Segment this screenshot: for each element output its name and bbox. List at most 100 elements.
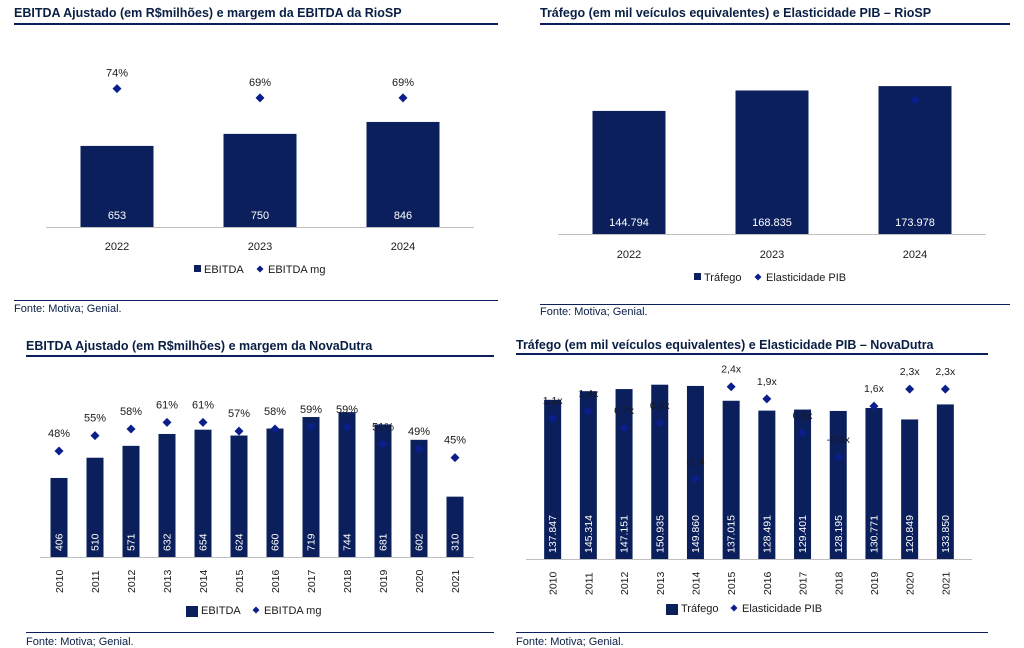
bar-value-label: 149.860 — [690, 515, 702, 553]
source-rule — [14, 300, 498, 301]
marker-diamond — [583, 406, 593, 416]
marker-diamond — [655, 418, 665, 428]
bar-value-label: 144.794 — [609, 217, 649, 229]
x-tick-label: 2011 — [583, 572, 595, 595]
legend-label: EBITDA mg — [268, 264, 325, 276]
bar-value-label: 128.195 — [833, 515, 845, 553]
marker-diamond — [414, 444, 424, 454]
marker-diamond — [833, 452, 843, 462]
x-tick-label: 2024 — [391, 241, 415, 253]
bar-value-label: 510 — [90, 533, 102, 551]
chart-title-nd-ebitda: EBITDA Ajustado (em R$milhões) e margem … — [26, 339, 373, 353]
x-tick-label: 2020 — [414, 569, 426, 593]
bar-value-label: 150.935 — [654, 515, 666, 553]
chart-title-nd-trafego: Tráfego (em mil veículos equivalentes) e… — [516, 338, 934, 352]
bar-value-label: 120.849 — [904, 515, 916, 553]
bar — [302, 417, 320, 557]
marker-value-label: 59% — [336, 404, 358, 416]
legend-swatch-marker — [730, 604, 738, 612]
marker-value-label: 0,7x — [614, 405, 635, 417]
legend-swatch-bar — [694, 273, 701, 280]
x-tick-label: 2024 — [903, 249, 927, 261]
legend-label: Tráfego — [681, 603, 719, 615]
panel-nd-ebitda: EBITDA Ajustado (em R$milhões) e margem … — [26, 339, 494, 648]
bar — [722, 400, 740, 559]
title-rule — [14, 23, 498, 25]
bar-value-label: 602 — [414, 533, 426, 551]
panel-rio-ebitda: EBITDA Ajustado (em R$milhões) e margem … — [14, 6, 498, 316]
marker-diamond — [255, 93, 265, 103]
marker-value-label: 57% — [228, 408, 250, 420]
bar — [50, 477, 68, 557]
marker-diamond — [398, 93, 408, 103]
bar-value-label: 681 — [378, 533, 390, 551]
marker-value-label: 1,4x — [578, 388, 599, 400]
source-note: Fonte: Motiva; Genial. — [14, 303, 122, 315]
marker-value-label: 49% — [408, 426, 430, 438]
marker-value-label: 69% — [392, 77, 414, 89]
x-tick-label: 2023 — [760, 249, 784, 261]
marker-diamond — [905, 384, 915, 394]
marker-diamond — [112, 84, 122, 94]
x-tick-label: 2018 — [342, 569, 354, 593]
marker-diamond — [548, 413, 558, 423]
source-note: Fonte: Motiva; Genial. — [516, 636, 624, 648]
bar — [446, 496, 464, 557]
bar-value-label: 133.850 — [940, 515, 952, 553]
marker-value-label: 58% — [120, 406, 142, 418]
legend-label: Elasticidade PIB — [766, 272, 846, 284]
legend-swatch-bar — [186, 606, 198, 617]
chart-title-rio-ebitda: EBITDA Ajustado (em R$milhões) e margem … — [14, 6, 402, 20]
source-note: Fonte: Motiva; Genial. — [540, 306, 648, 318]
bar-value-label: 128.491 — [761, 515, 773, 553]
source-rule — [26, 632, 494, 633]
marker-diamond — [342, 422, 352, 432]
x-tick-label: 2010 — [548, 571, 560, 595]
marker-diamond — [798, 428, 808, 438]
bar-value-label: 310 — [450, 533, 462, 551]
legend-swatch-marker — [754, 273, 762, 281]
bar-value-label: 654 — [198, 533, 210, 551]
bar-value-label: 173.978 — [895, 217, 935, 229]
bar-value-label: 129.401 — [797, 515, 809, 553]
bar — [579, 391, 597, 559]
legend-label: EBITDA mg — [264, 605, 321, 617]
bar-value-label: 846 — [394, 210, 412, 222]
marker-value-label: 61% — [192, 399, 214, 411]
marker-diamond — [54, 446, 64, 456]
x-tick-label: 2022 — [617, 249, 641, 261]
marker-value-label: 0,9x — [905, 75, 926, 87]
bar-value-label: 719 — [306, 533, 318, 551]
marker-value-label: 74% — [106, 68, 128, 80]
x-tick-label: 2011 — [90, 570, 102, 593]
legend-label: Elasticidade PIB — [742, 603, 822, 615]
marker-diamond — [378, 439, 388, 449]
x-tick-label: 2019 — [869, 571, 881, 595]
legend-label: Tráfego — [704, 272, 742, 284]
marker-value-label: 45% — [444, 435, 466, 447]
legend-label: EBITDA — [201, 605, 241, 617]
bar — [936, 404, 954, 559]
bar-value-label: 137.015 — [726, 515, 738, 553]
bar-value-label: 406 — [54, 533, 66, 551]
legend-swatch-marker — [252, 606, 260, 614]
bar — [735, 90, 809, 234]
marker-value-label: -1,4 — [686, 456, 704, 468]
chart-nd-ebitda: 406 2010 48% 510 2011 55% 571 2012 58% 632 2013 61%… — [40, 399, 474, 617]
x-tick-label: 2021 — [940, 571, 952, 595]
panel-rio-trafego: Tráfego (em mil veículos equivalentes) e… — [540, 6, 1010, 318]
marker-diamond — [162, 417, 172, 427]
marker-value-label: 2,3x — [935, 366, 956, 378]
x-tick-label: 2015 — [234, 569, 246, 593]
bar — [758, 410, 776, 559]
bar-value-label: 660 — [270, 533, 282, 551]
bar — [829, 410, 847, 559]
panel-nd-trafego: Tráfego (em mil veículos equivalentes) e… — [516, 338, 988, 648]
x-tick-label: 2023 — [248, 241, 272, 253]
marker-value-label: 59% — [300, 404, 322, 416]
bar — [223, 133, 297, 227]
marker-diamond — [690, 474, 700, 484]
marker-diamond — [198, 417, 208, 427]
x-tick-label: 2014 — [690, 571, 702, 595]
source-rule — [540, 304, 1010, 305]
